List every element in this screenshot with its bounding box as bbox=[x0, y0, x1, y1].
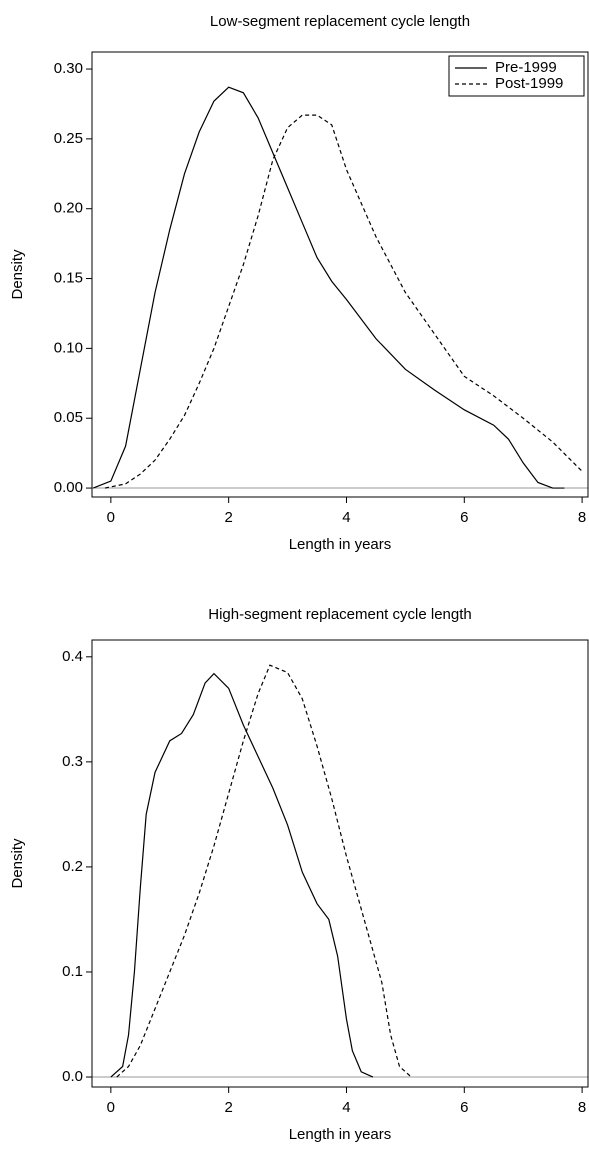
x-tick-label: 0 bbox=[107, 1099, 115, 1116]
y-tick-label: 0.00 bbox=[54, 479, 83, 496]
x-axis-label: Length in years bbox=[289, 536, 392, 553]
x-tick-label: 0 bbox=[107, 509, 115, 526]
plot-area bbox=[92, 86, 588, 489]
y-tick-label: 0.4 bbox=[62, 648, 83, 665]
x-tick-label: 4 bbox=[342, 1099, 350, 1116]
legend-label: Post-1999 bbox=[495, 75, 563, 92]
y-tick-label: 0.15 bbox=[54, 270, 83, 287]
density-line bbox=[104, 114, 583, 489]
density-line bbox=[116, 664, 412, 1078]
plot-frame bbox=[91, 639, 589, 1088]
x-axis-label: Length in years bbox=[289, 1126, 392, 1143]
x-tick-label: 4 bbox=[342, 509, 350, 526]
plot-area bbox=[92, 664, 588, 1078]
y-tick-label: 0.20 bbox=[54, 200, 83, 217]
y-axis-label: Density bbox=[9, 838, 26, 889]
x-tick-label: 6 bbox=[460, 1099, 468, 1116]
density-line bbox=[110, 672, 374, 1078]
legend-label: Pre-1999 bbox=[495, 59, 557, 76]
y-tick-label: 0.30 bbox=[54, 60, 83, 77]
chart-title: High-segment replacement cycle length bbox=[208, 606, 471, 623]
x-tick-label: 2 bbox=[224, 509, 232, 526]
y-axis-label: Density bbox=[9, 249, 26, 300]
y-tick-label: 0.10 bbox=[54, 339, 83, 356]
y-tick-label: 0.2 bbox=[62, 858, 83, 875]
plot-frame bbox=[91, 51, 589, 498]
chart-title: Low-segment replacement cycle length bbox=[210, 13, 470, 30]
x-tick-label: 8 bbox=[578, 1099, 586, 1116]
density-line bbox=[92, 86, 565, 489]
x-tick-label: 8 bbox=[578, 509, 586, 526]
y-tick-label: 0.05 bbox=[54, 409, 83, 426]
y-tick-label: 0.1 bbox=[62, 963, 83, 980]
x-tick-label: 2 bbox=[224, 1099, 232, 1116]
x-tick-label: 6 bbox=[460, 509, 468, 526]
y-tick-label: 0.25 bbox=[54, 130, 83, 147]
y-tick-label: 0.0 bbox=[62, 1068, 83, 1085]
y-tick-label: 0.3 bbox=[62, 753, 83, 770]
legend-box bbox=[448, 55, 585, 97]
